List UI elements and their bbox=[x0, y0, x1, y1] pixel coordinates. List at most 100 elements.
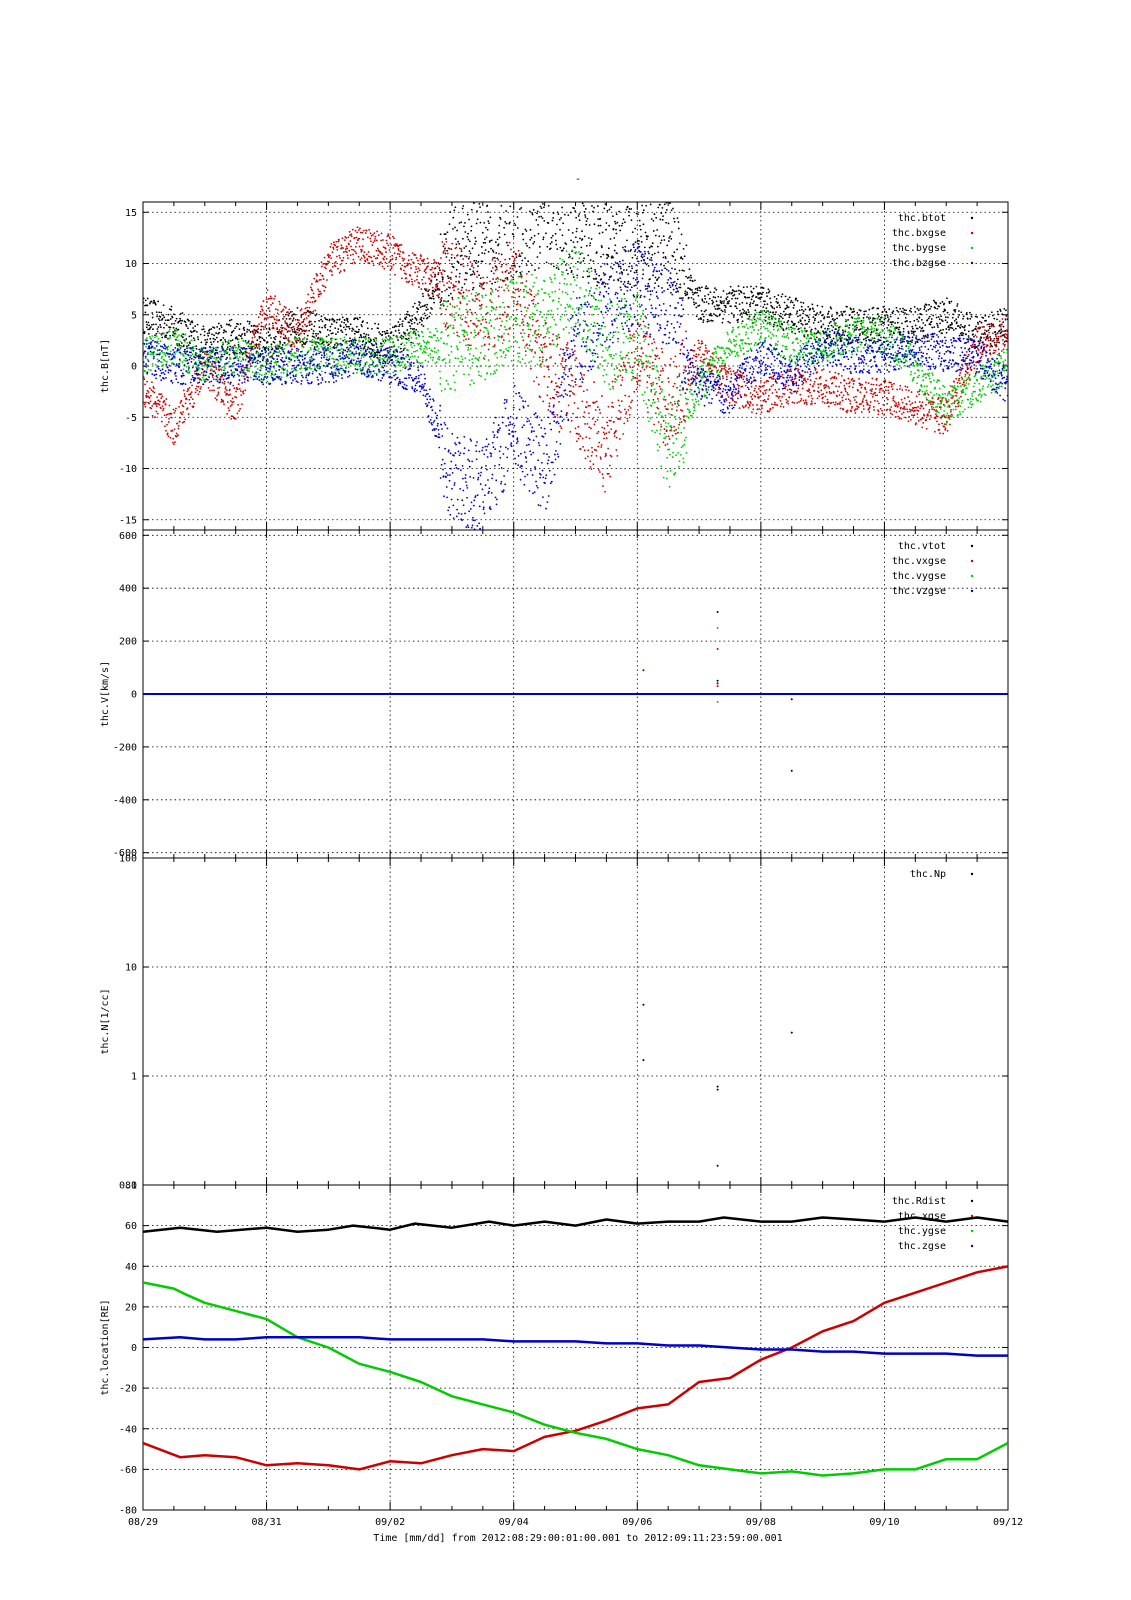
data-point bbox=[725, 293, 728, 295]
data-point bbox=[631, 256, 634, 259]
data-point bbox=[218, 369, 221, 372]
data-point bbox=[256, 347, 259, 349]
data-point bbox=[619, 286, 622, 289]
data-point bbox=[569, 191, 571, 193]
data-point bbox=[707, 293, 710, 296]
data-point bbox=[438, 267, 441, 269]
data-point bbox=[759, 311, 762, 314]
data-point bbox=[901, 322, 903, 325]
data-point bbox=[939, 329, 942, 332]
data-point bbox=[539, 396, 542, 399]
data-point bbox=[890, 385, 893, 388]
data-point bbox=[332, 318, 335, 321]
data-point bbox=[541, 351, 544, 354]
data-point bbox=[161, 405, 164, 408]
data-point bbox=[545, 187, 547, 189]
data-point bbox=[481, 287, 484, 290]
data-point bbox=[987, 329, 990, 332]
data-point bbox=[376, 247, 379, 250]
data-point bbox=[766, 295, 768, 298]
data-point bbox=[231, 403, 233, 406]
data-point bbox=[316, 280, 319, 283]
data-point bbox=[619, 411, 622, 414]
data-point bbox=[467, 257, 470, 260]
data-point bbox=[762, 291, 764, 294]
data-point bbox=[704, 287, 707, 290]
data-point bbox=[371, 327, 373, 330]
data-point bbox=[740, 371, 742, 374]
data-point bbox=[861, 332, 864, 335]
data-point bbox=[991, 345, 994, 348]
data-point bbox=[793, 402, 796, 404]
data-point bbox=[305, 311, 307, 314]
data-point bbox=[762, 399, 765, 402]
data-point bbox=[385, 251, 387, 253]
data-point bbox=[169, 326, 172, 329]
data-point bbox=[238, 410, 241, 412]
data-point bbox=[174, 409, 177, 412]
data-point bbox=[997, 337, 1000, 340]
data-point bbox=[842, 331, 845, 334]
data-point bbox=[226, 348, 228, 351]
data-point bbox=[294, 318, 297, 321]
data-point bbox=[457, 314, 460, 317]
data-point bbox=[370, 339, 372, 342]
data-point bbox=[224, 391, 226, 393]
data-point bbox=[294, 336, 296, 339]
data-point bbox=[633, 250, 636, 253]
data-point bbox=[656, 354, 659, 357]
data-point bbox=[347, 257, 349, 260]
data-point bbox=[376, 257, 379, 259]
data-point bbox=[709, 314, 711, 317]
data-point bbox=[711, 299, 714, 302]
data-point bbox=[442, 250, 445, 253]
data-point bbox=[248, 322, 251, 325]
data-point bbox=[692, 374, 695, 377]
data-point bbox=[721, 367, 723, 370]
data-point bbox=[927, 393, 930, 396]
data-point bbox=[922, 407, 925, 410]
data-point bbox=[364, 350, 367, 353]
data-point bbox=[567, 404, 570, 407]
data-point bbox=[709, 312, 712, 315]
data-point bbox=[307, 293, 310, 296]
data-point bbox=[714, 308, 717, 310]
data-point bbox=[937, 326, 939, 329]
data-point bbox=[376, 230, 378, 233]
data-point bbox=[709, 355, 712, 358]
data-point bbox=[615, 232, 618, 235]
data-point bbox=[273, 336, 276, 339]
data-point bbox=[270, 304, 272, 306]
data-point bbox=[298, 327, 301, 330]
data-point bbox=[478, 292, 480, 295]
data-point bbox=[678, 423, 681, 426]
data-point bbox=[486, 276, 489, 279]
y-tick-label: -10 bbox=[119, 464, 137, 475]
data-point bbox=[358, 245, 361, 248]
data-point bbox=[562, 366, 565, 369]
data-point bbox=[243, 332, 246, 335]
data-point bbox=[908, 415, 911, 418]
data-point bbox=[583, 449, 586, 452]
data-point bbox=[383, 349, 385, 351]
data-point bbox=[547, 368, 550, 371]
data-point bbox=[196, 374, 199, 377]
data-point bbox=[440, 300, 443, 302]
data-point bbox=[952, 329, 955, 331]
data-point bbox=[169, 436, 172, 439]
data-point bbox=[958, 334, 961, 337]
data-point bbox=[673, 425, 675, 428]
data-point bbox=[858, 334, 861, 337]
data-point bbox=[310, 296, 313, 299]
data-point bbox=[149, 394, 152, 397]
data-point bbox=[630, 401, 633, 404]
data-point bbox=[714, 296, 717, 299]
data-point bbox=[375, 249, 378, 252]
data-point bbox=[495, 252, 498, 254]
data-point bbox=[294, 313, 297, 316]
data-point bbox=[592, 191, 594, 193]
data-point bbox=[780, 295, 783, 298]
data-point bbox=[394, 330, 397, 332]
data-point bbox=[704, 344, 707, 347]
data-point bbox=[659, 392, 661, 395]
